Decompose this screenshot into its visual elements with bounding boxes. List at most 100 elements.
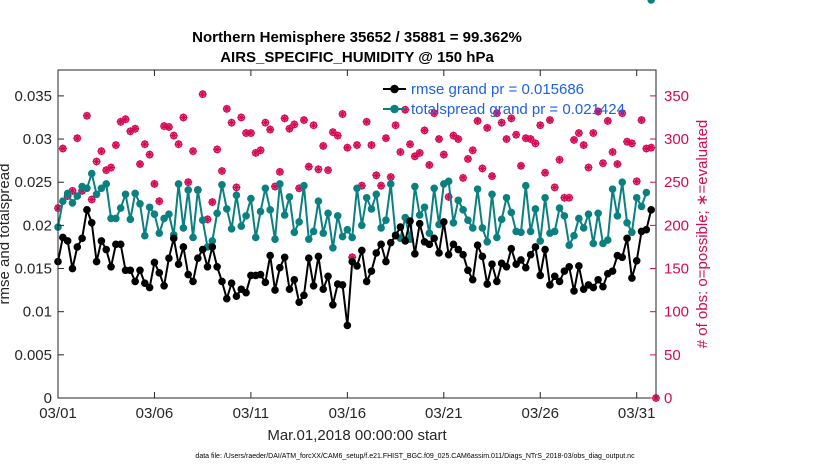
y-tick-label-right: 300: [664, 131, 689, 148]
totalspread-point: [642, 188, 651, 197]
y-tick-label-right: 100: [664, 304, 689, 321]
rmse-point: [280, 253, 289, 262]
obs-evaluated-point: [545, 116, 554, 125]
rmse-point: [348, 257, 356, 266]
rmse-point: [517, 256, 525, 264]
rmse-point: [136, 266, 144, 275]
totalspread-point: [136, 199, 144, 208]
rmse-point: [541, 245, 549, 254]
rmse-point: [367, 267, 376, 275]
rmse-point: [647, 206, 655, 214]
obs-evaluated-point: [237, 113, 246, 122]
x-tick-label: 03/31: [618, 405, 656, 422]
obs-evaluated-point: [131, 124, 140, 133]
rmse-point: [406, 217, 414, 225]
y-tick-label-left: 0.02: [23, 217, 52, 234]
totalspread-point: [160, 214, 168, 223]
obs-evaluated-point: [357, 181, 366, 190]
totalspread-point: [464, 216, 472, 224]
rmse-point: [618, 253, 627, 262]
totalspread-point: [353, 184, 361, 193]
rmse-point: [73, 243, 82, 251]
totalspread-point: [179, 224, 188, 232]
totalspread-point: [579, 224, 588, 232]
totalspread-point: [290, 228, 299, 237]
rmse-point: [309, 281, 318, 290]
obs-evaluated-point: [107, 163, 116, 172]
obs-evaluated-point: [82, 111, 91, 120]
obs-evaluated-point: [324, 166, 333, 175]
totalspread-point: [271, 235, 279, 243]
totalspread-point: [261, 184, 270, 193]
totalspread-point: [623, 218, 631, 227]
rmse-point: [227, 279, 236, 288]
totalspread-point: [155, 229, 164, 237]
obs-evaluated-point: [377, 181, 386, 190]
totalspread-point: [165, 210, 173, 218]
totalspread-point: [526, 227, 535, 236]
totalspread-point: [555, 204, 564, 212]
rmse-point: [382, 257, 390, 266]
totalspread-point: [415, 211, 424, 219]
rmse-point: [141, 279, 149, 288]
totalspread-point: [237, 222, 246, 231]
y-tick-label-right: 0: [664, 390, 672, 407]
obs-evaluated-point: [430, 109, 439, 118]
obs-evaluated-point: [68, 186, 77, 195]
totalspread-point: [459, 206, 467, 214]
obs-evaluated-point: [295, 184, 304, 193]
totalspread-point: [116, 204, 125, 212]
obs-evaluated-point: [637, 116, 646, 125]
obs-evaluated-point: [642, 144, 651, 153]
obs-evaluated-point: [189, 147, 198, 156]
totalspread-point: [550, 227, 559, 236]
totalspread-point: [386, 180, 395, 188]
rmse-point: [623, 234, 631, 243]
rmse-point: [435, 249, 443, 257]
y-tick-label-left: 0: [44, 390, 52, 407]
y-tick-label-right: 250: [664, 174, 689, 191]
rmse-point: [324, 272, 332, 281]
totalspread-point: [613, 212, 622, 220]
obs-evaluated-point: [444, 192, 453, 201]
totalspread-point: [565, 241, 573, 250]
rmse-point: [242, 288, 250, 297]
totalspread-point: [83, 184, 91, 193]
totalspread-point: [454, 196, 463, 205]
totalspread-point: [632, 193, 641, 202]
x-tick-label: 03/11: [233, 405, 269, 422]
rmse-point: [314, 252, 323, 261]
rmse-point: [285, 285, 294, 294]
rmse-point: [565, 263, 573, 271]
totalspread-point: [59, 197, 67, 205]
rmse-point: [256, 270, 265, 279]
obs-markers: [54, 90, 660, 402]
obs-evaluated-point: [584, 163, 593, 172]
rmse-point: [512, 260, 520, 269]
rmse-point: [102, 245, 111, 254]
obs-evaluated-point: [160, 122, 169, 131]
obs-evaluated-point: [251, 148, 260, 157]
rmse-point: [594, 275, 602, 284]
obs-evaluated-point: [570, 135, 579, 144]
axis-ticks: 03/01 03/06 03/11 03/16 03/21 03/26 03/31 0 0.00…: [14, 70, 689, 422]
obs-evaluated-point: [502, 135, 511, 144]
totalspread-point: [570, 231, 578, 240]
obs-evaluated-point: [203, 215, 212, 224]
totalspread-point: [575, 214, 583, 223]
obs-evaluated-point: [304, 162, 313, 171]
rmse-point: [454, 245, 463, 254]
totalspread-point: [218, 181, 226, 189]
obs-evaluated-point: [574, 129, 583, 138]
obs-evaluated-point: [613, 160, 622, 169]
rmse-point: [97, 237, 106, 245]
rmse-point: [232, 292, 241, 300]
obs-evaluated-point: [280, 114, 289, 123]
obs-evaluated-point: [647, 143, 656, 152]
rmse-point: [396, 223, 405, 231]
obs-evaluated-point: [526, 135, 535, 144]
totalspread-point: [232, 191, 241, 199]
obs-evaluated-point: [198, 90, 207, 99]
rmse-point: [261, 278, 270, 287]
rmse-point: [218, 277, 226, 286]
